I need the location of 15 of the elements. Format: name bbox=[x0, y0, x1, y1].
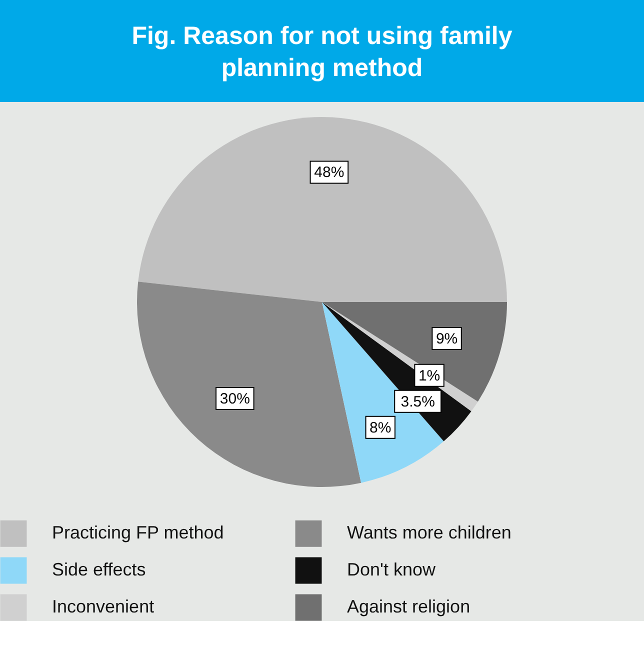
data-label: 3.5% bbox=[400, 393, 435, 410]
data-label: 30% bbox=[220, 390, 250, 408]
data-label: 9% bbox=[436, 330, 458, 348]
legend-label: Side effects bbox=[52, 560, 146, 580]
pie-slice bbox=[137, 282, 362, 487]
legend-label: Against religion bbox=[347, 596, 470, 616]
legend-label: Practicing FP method bbox=[52, 522, 224, 543]
data-label: 8% bbox=[370, 419, 392, 436]
data-label: 1% bbox=[418, 367, 440, 384]
chart-title: Fig. Reason for not using family planning method bbox=[132, 22, 512, 82]
legend-label: Wants more children bbox=[347, 522, 512, 543]
data-label: 48% bbox=[314, 164, 344, 182]
legend-label: Don't know bbox=[347, 560, 436, 580]
pie-slice bbox=[138, 117, 507, 302]
legend-label: Inconvenient bbox=[52, 596, 154, 616]
